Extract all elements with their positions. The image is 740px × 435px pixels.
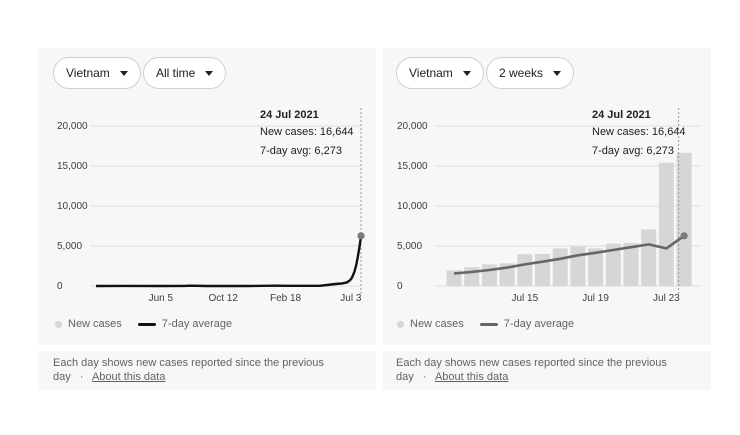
tooltip-date: 24 Jul 2021: [592, 109, 651, 121]
tooltip-7day-avg: 7-day avg: 6,273: [260, 145, 342, 157]
legend-avg-label: 7-day average: [503, 318, 575, 330]
new-cases-bar: [623, 242, 639, 286]
new-cases-bar: [605, 243, 621, 286]
y-tick-label: 0: [57, 281, 63, 292]
y-tick-label: 10,000: [397, 201, 428, 212]
y-tick-label: 15,000: [397, 161, 428, 172]
chart-panel-all-time: Vietnam All time 24 Jul 2021 New cases: …: [38, 48, 376, 390]
y-tick-label: 10,000: [57, 201, 88, 212]
chart-legend: New cases 7-day average: [397, 318, 574, 330]
divider: [383, 345, 711, 351]
country-dropdown[interactable]: Vietnam: [396, 57, 484, 89]
caret-down-icon: [119, 70, 128, 76]
y-tick-label: 20,000: [397, 121, 428, 132]
new-cases-bar: [552, 248, 568, 286]
period-dropdown[interactable]: 2 weeks: [486, 57, 575, 89]
avg-series-line: [95, 235, 363, 288]
country-dropdown-label: Vietnam: [409, 66, 453, 80]
x-tick-label: Jul 23: [653, 293, 680, 304]
footnote-separator: ·: [422, 371, 427, 383]
highlight-marker: [357, 232, 365, 240]
new-cases-bar: [676, 152, 692, 286]
footnote-separator: ·: [79, 371, 84, 383]
period-dropdown[interactable]: All time: [143, 57, 227, 89]
highlight-marker: [680, 232, 688, 240]
avg-series-line: [453, 234, 685, 275]
period-dropdown-label: 2 weeks: [499, 66, 544, 80]
cases-chart-all-time[interactable]: 24 Jul 2021 New cases: 16,644 7-day avg:…: [38, 48, 376, 313]
x-tick-label: Jul 3: [340, 293, 362, 304]
new-cases-bar: [588, 248, 604, 286]
avg-line-legend-icon: [479, 322, 498, 326]
period-dropdown-label: All time: [156, 66, 196, 80]
avg-line-legend-icon: [137, 322, 156, 326]
tooltip-new-cases: New cases: 16,644: [592, 126, 686, 138]
legend-new-cases-label: New cases: [410, 318, 464, 330]
footnote: Each day shows new cases reported since …: [396, 356, 686, 384]
y-tick-label: 0: [397, 281, 403, 292]
new-cases-legend-icon: [55, 320, 62, 328]
y-tick-label: 15,000: [57, 161, 88, 172]
x-tick-label: Oct 12: [208, 293, 238, 304]
about-this-data-link[interactable]: About this data: [434, 371, 509, 383]
divider: [38, 345, 376, 351]
x-tick-label: Jun 5: [149, 293, 174, 304]
tooltip-7day-avg: 7-day avg: 6,273: [592, 145, 674, 157]
x-tick-label: Jul 15: [511, 293, 538, 304]
legend-avg-label: 7-day average: [161, 318, 233, 330]
footnote: Each day shows new cases reported since …: [53, 356, 343, 384]
new-cases-legend-icon: [397, 320, 404, 328]
caret-down-icon: [205, 70, 214, 76]
caret-down-icon: [553, 70, 562, 76]
new-cases-bar: [517, 254, 533, 286]
new-cases-bar: [641, 229, 657, 286]
new-cases-bar: [535, 254, 550, 286]
country-dropdown[interactable]: Vietnam: [53, 57, 141, 89]
footnote-text: Each day shows new cases reported since …: [53, 357, 324, 383]
chart-panel-2-weeks: Vietnam 2 weeks 24 Jul 2021 New cases: 1…: [383, 48, 711, 390]
y-tick-label: 5,000: [397, 241, 422, 252]
tooltip-new-cases: New cases: 16,644: [260, 126, 354, 138]
tooltip-date: 24 Jul 2021: [260, 109, 319, 121]
caret-down-icon: [462, 70, 471, 76]
new-cases-bar: [464, 267, 480, 286]
new-cases-bar: [570, 246, 586, 286]
y-tick-label: 20,000: [57, 121, 88, 132]
x-tick-label: Feb 18: [270, 293, 302, 304]
country-dropdown-label: Vietnam: [66, 66, 110, 80]
x-tick-label: Jul 19: [582, 293, 609, 304]
new-cases-bar: [481, 264, 497, 286]
footnote-text: Each day shows new cases reported since …: [396, 357, 667, 383]
y-tick-label: 5,000: [57, 241, 82, 252]
legend-new-cases-label: New cases: [68, 318, 122, 330]
about-this-data-link[interactable]: About this data: [91, 371, 166, 383]
new-cases-bar: [658, 162, 674, 286]
cases-chart-2-weeks[interactable]: 24 Jul 2021 New cases: 16,644 7-day avg:…: [383, 48, 711, 313]
chart-legend: New cases 7-day average: [55, 318, 232, 330]
